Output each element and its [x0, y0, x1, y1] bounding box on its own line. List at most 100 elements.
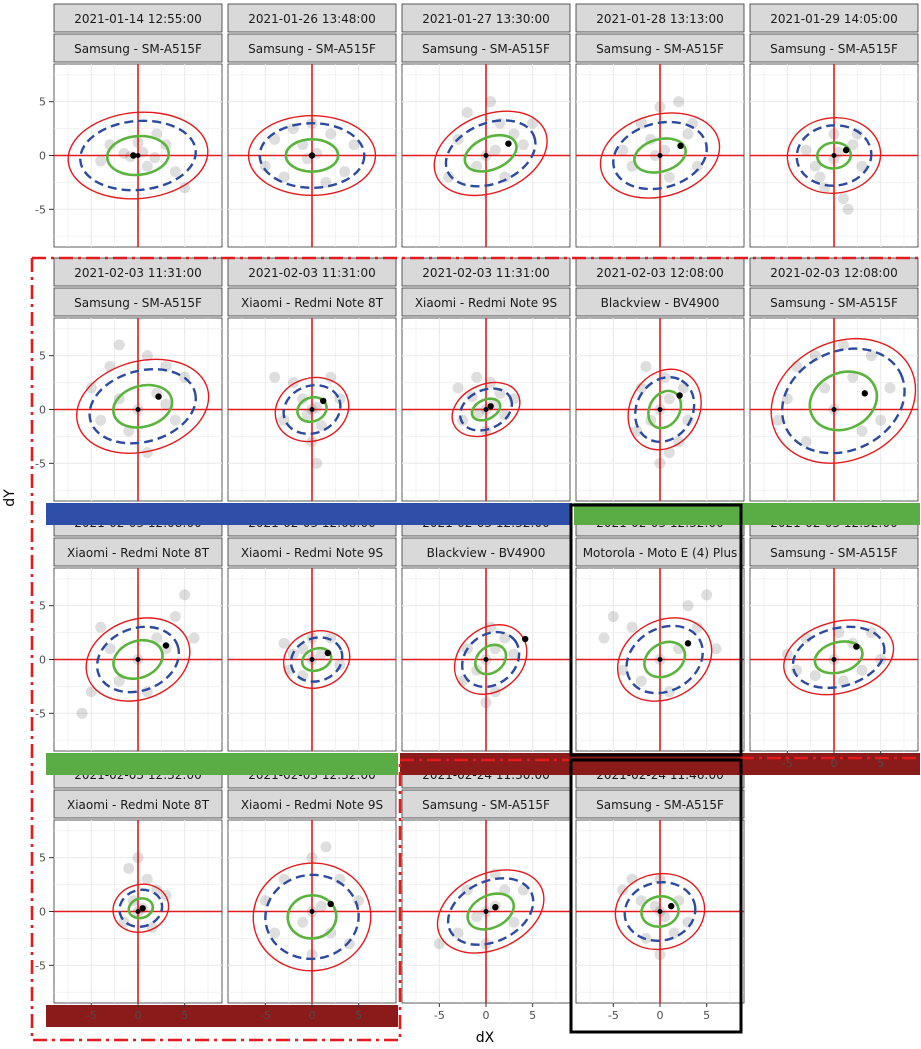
ellipse-inner: [105, 134, 171, 177]
facet-panel: 2021-01-14 12:55:00 Samsung - SM-A515F: [53, 3, 223, 248]
data-point: [141, 447, 153, 459]
x-tick-label: 0: [483, 1009, 490, 1022]
data-point: [160, 398, 172, 410]
point-cloud: [259, 841, 365, 961]
group-band: [46, 1005, 398, 1027]
mean-point: [492, 903, 499, 911]
y-axis-title: dY: [2, 489, 18, 507]
y-tick-label: 5: [39, 96, 46, 109]
strip-device-bg: [227, 789, 397, 819]
mean-point: [155, 393, 162, 400]
data-point: [517, 139, 529, 151]
data-point: [315, 648, 327, 660]
ellipse-inner: [112, 638, 164, 681]
ellipse-outer: [274, 376, 350, 443]
data-point: [772, 414, 784, 426]
data-point: [325, 128, 337, 140]
data-point: [673, 96, 685, 108]
data-point: [457, 414, 469, 426]
strip-date-label: 2021-01-26 13:48:00: [248, 12, 375, 26]
mean-point: [327, 900, 334, 908]
data-point: [104, 643, 116, 655]
y-tick-label: 0: [39, 906, 46, 919]
data-point: [659, 911, 671, 923]
strip-device-bg: [401, 789, 571, 819]
data-point: [710, 643, 722, 655]
group-bands: [46, 503, 920, 1027]
data-point: [452, 927, 464, 939]
data-point: [663, 447, 675, 459]
y-tick-label: 5: [39, 600, 46, 613]
data-point: [315, 420, 327, 432]
origin-point: [657, 407, 663, 412]
strip-device-label: Motorola - Moto E (4) Plus: [583, 546, 738, 560]
strip-device-label: Xiaomi - Redmi Note 9S: [415, 296, 557, 310]
group-outline-red-main: [30, 256, 920, 1042]
y-tick-label: -5: [35, 959, 46, 972]
data-point: [269, 371, 281, 383]
data-point: [259, 160, 271, 172]
data-point: [151, 632, 163, 644]
strip-device-bg: [227, 537, 397, 567]
x-tick-label: 0: [135, 1009, 142, 1022]
data-point: [113, 339, 125, 351]
strip-device-bg: [401, 33, 571, 63]
data-point: [781, 648, 793, 660]
strip-device-bg: [575, 537, 745, 567]
data-point: [809, 670, 821, 682]
strip-device-bg: [227, 33, 397, 63]
ellipse-inner: [284, 138, 340, 173]
data-point: [701, 589, 713, 601]
axes: 5 0 -5 5 0 -5 5 0 -5 5 0 -5 -5 0 5 -5 0 5 -5 0 5 -5 0 5 -5 0 5: [35, 96, 884, 1022]
strip-device-label: Samsung - SM-A515F: [770, 546, 898, 560]
point-cloud: [76, 589, 200, 719]
data-point: [847, 371, 859, 383]
ellipse-dashed: [88, 368, 197, 445]
data-point: [301, 409, 313, 421]
ellipse-outer: [614, 872, 706, 951]
strip-device-label: Samsung - SM-A515F: [74, 296, 202, 310]
data-point: [141, 350, 153, 362]
x-tick-label: -5: [434, 1009, 445, 1022]
data-point: [809, 160, 821, 172]
strip-date-label: 2021-02-03 11:31:00: [74, 266, 201, 280]
ellipse-dashed: [289, 636, 344, 683]
origin-point: [657, 909, 663, 914]
x-tick-label: -5: [86, 1009, 97, 1022]
point-cloud: [617, 873, 694, 961]
origin-point: [657, 657, 663, 662]
x-tick-label: 0: [831, 757, 838, 770]
data-point: [151, 884, 163, 896]
data-point: [169, 166, 181, 178]
ellipse-outer: [247, 114, 377, 197]
facet-panel: 2021-02-03 11:31:00 Xiaomi - Redmi Note 9…: [401, 257, 571, 502]
strip-date-bg: [401, 3, 571, 33]
data-point: [95, 155, 107, 167]
ellipse-dashed: [444, 119, 537, 188]
ellipse-dashed: [79, 119, 197, 192]
x-tick-label: -5: [260, 1009, 271, 1022]
y-tick-label: -5: [35, 203, 46, 216]
data-point: [659, 144, 671, 156]
data-point: [123, 862, 135, 874]
ellipse-dashed: [118, 888, 164, 928]
strip-device-bg: [575, 789, 745, 819]
mean-point: [677, 142, 684, 150]
strip-device-bg: [575, 33, 745, 63]
data-point: [668, 927, 680, 939]
strip-device-label: Samsung - SM-A515F: [770, 296, 898, 310]
strip-device-label: Xiaomi - Redmi Note 9S: [241, 546, 383, 560]
strip-device-bg: [401, 287, 571, 317]
origin-point: [483, 909, 489, 914]
ellipse-inner: [815, 141, 853, 170]
group-outlines: [30, 256, 920, 1042]
ellipse-inner: [640, 895, 680, 928]
strip-date-bg: [749, 3, 919, 33]
data-point: [169, 610, 181, 622]
ellipse-dashed: [264, 873, 360, 961]
